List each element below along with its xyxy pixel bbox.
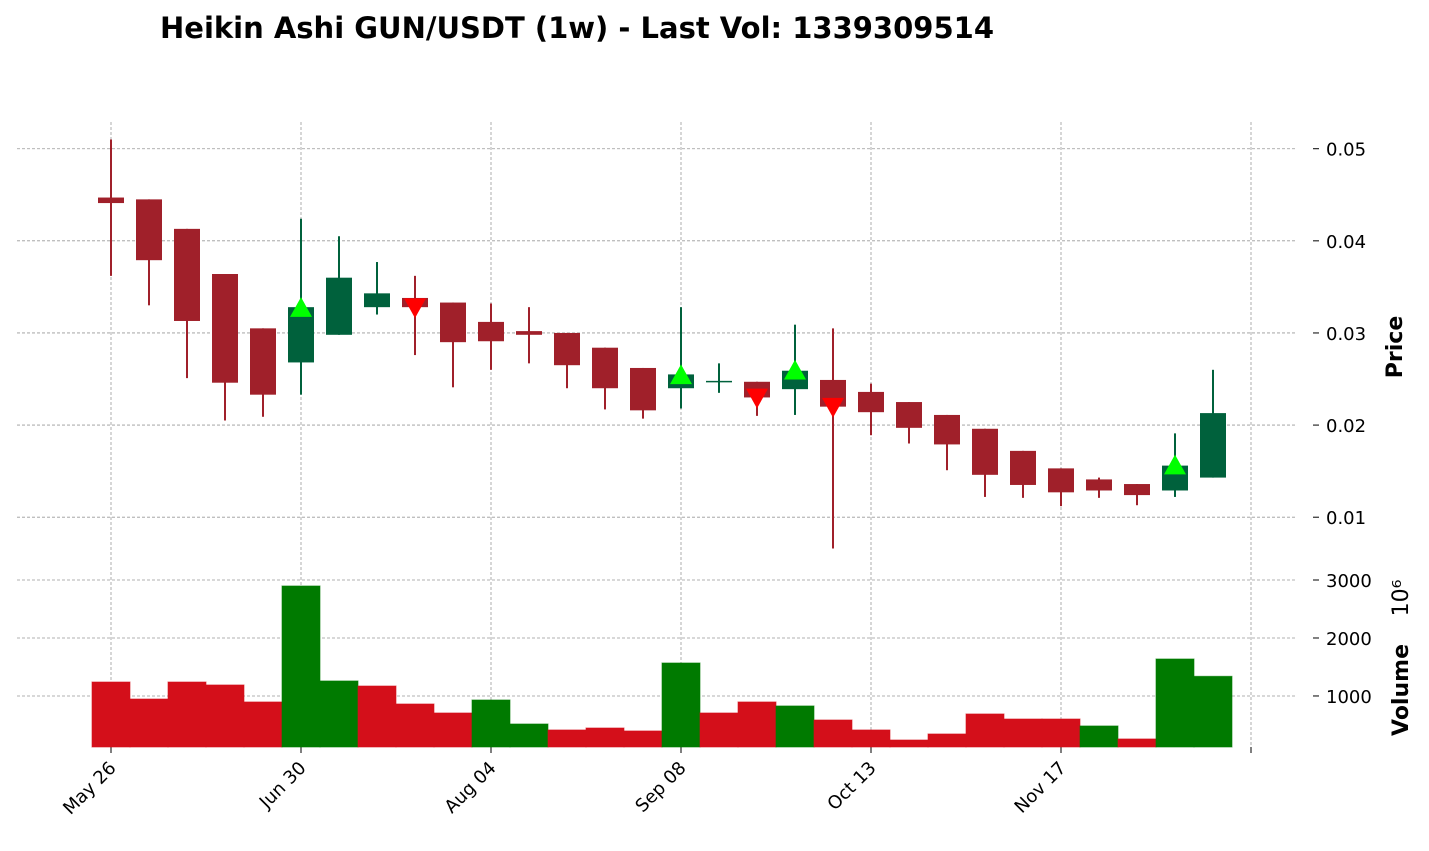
x-tick-label: May 26 [59, 758, 120, 819]
candle-body [1010, 450, 1036, 485]
volume-bar [1155, 658, 1195, 748]
y-tick-label: 0.04 [1326, 232, 1366, 253]
volume-bar [1117, 738, 1157, 748]
y-tick-label: 0.05 [1326, 140, 1366, 161]
volume-bar [965, 713, 1005, 748]
volume-bar [927, 733, 967, 748]
buy-signal [1164, 454, 1186, 475]
volume-bar [509, 723, 549, 748]
volume-bar [1193, 675, 1233, 748]
candle-body [212, 274, 238, 383]
volume-bar [129, 698, 169, 748]
x-tick-label: Aug 04 [441, 758, 501, 818]
volume-bar [281, 585, 321, 748]
volume-tick-label: 1000 [1326, 687, 1372, 708]
candle-body [896, 402, 922, 428]
x-tick-label: Nov 17 [1011, 758, 1071, 818]
candle-body [364, 293, 390, 308]
volume-bar [1041, 718, 1081, 748]
candle-body [1124, 484, 1150, 496]
volume-bar [889, 739, 929, 748]
candle-body [858, 391, 884, 413]
volume-axis-label: Volume [1389, 644, 1414, 736]
volume-bar [585, 727, 625, 748]
x-tick-label: Sep 08 [631, 758, 690, 817]
candle-body [934, 414, 960, 445]
y-tick-label: 0.01 [1326, 508, 1366, 529]
candle-body [554, 332, 580, 366]
volume-bar [661, 662, 701, 748]
candle-body [1200, 413, 1226, 478]
volume-bar [737, 701, 777, 748]
chart-title: Heikin Ashi GUN/USDT (1w) - Last Vol: 13… [160, 11, 994, 45]
candle-body [326, 277, 352, 335]
candle-body [1086, 479, 1112, 491]
volume-tick-label: 2000 [1326, 629, 1372, 650]
candle-body [706, 380, 732, 383]
volume-bar [699, 712, 739, 748]
volume-bar [1079, 725, 1119, 748]
buy-signal [670, 364, 692, 385]
y-tick-label: 0.02 [1326, 416, 1366, 437]
volume-bar [775, 705, 815, 748]
candle-body [250, 328, 276, 395]
candle-body [1048, 468, 1074, 493]
x-tick-label: Jun 30 [255, 758, 311, 814]
y-tick-label: 0.03 [1326, 324, 1366, 345]
sell-signal [404, 298, 426, 319]
candle-body [478, 321, 504, 342]
x-tick-label: Oct 13 [823, 758, 880, 815]
volume-bar [1003, 718, 1043, 748]
buy-signal [784, 359, 806, 380]
volume-bar [205, 684, 245, 748]
volume-unit-label: 10⁶ [1389, 579, 1414, 616]
candle-body [98, 197, 124, 204]
candle-body [592, 347, 618, 389]
sell-signal [746, 388, 768, 409]
buy-signal [290, 297, 312, 317]
candle-body [516, 331, 542, 335]
candle-body [972, 428, 998, 475]
volume-bar [547, 729, 587, 748]
candle-body [136, 199, 162, 261]
volume-bar [319, 680, 359, 748]
volume-bar [167, 681, 207, 748]
candle-body [174, 228, 200, 321]
y-axis-label: Price [1383, 316, 1408, 378]
volume-bar [395, 703, 435, 748]
volume-bar [623, 730, 663, 748]
volume-bar [243, 701, 283, 748]
candle-body [440, 302, 466, 343]
volume-bar [357, 685, 397, 748]
volume-tick-label: 3000 [1326, 571, 1372, 592]
volume-bar [91, 681, 131, 748]
volume-bar [433, 712, 473, 748]
sell-signal [822, 397, 844, 418]
volume-bar [813, 719, 853, 748]
volume-bar [851, 729, 891, 748]
candle-body [630, 367, 656, 411]
volume-bar [471, 699, 511, 748]
